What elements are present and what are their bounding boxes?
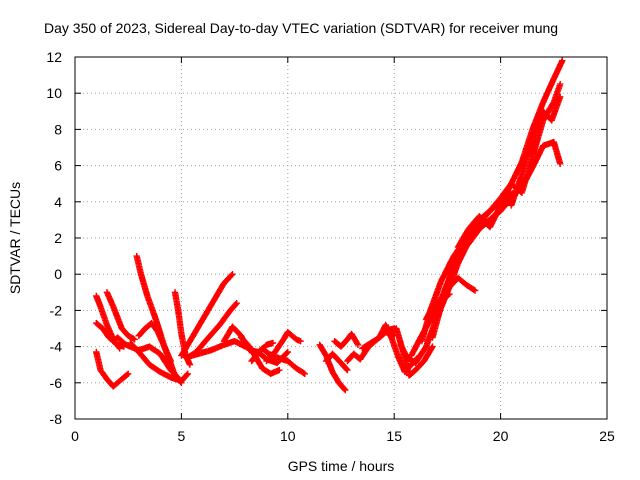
y-tick-label: 10 [46,85,62,101]
y-tick-label: 2 [54,230,62,246]
series-7-points [127,339,191,385]
y-tick-label: -6 [50,375,63,391]
x-tick-label: 25 [599,428,615,444]
series-31 [454,80,564,251]
x-axis-label: GPS time / hours [288,458,395,474]
y-tick-label: -4 [50,339,63,355]
data-marks [93,57,566,394]
series-32 [508,93,564,209]
y-tick-label: 12 [46,49,62,65]
series-30-points [433,57,566,314]
series-32-points [508,93,564,209]
y-tick-label: 0 [54,266,62,282]
y-tick-label: 8 [54,121,62,137]
series-12-points [182,338,249,361]
series-17 [248,339,277,365]
x-tick-label: 20 [493,428,509,444]
series-20-points [331,330,362,350]
series-10-points [178,271,236,359]
x-tick-label: 15 [386,428,402,444]
series-8 [135,319,174,365]
x-tick-label: 5 [178,428,186,444]
y-tick-label: 4 [54,194,62,210]
x-tick-label: 0 [71,428,79,444]
y-tick-label: 6 [54,158,62,174]
series-30 [433,57,566,314]
series-7 [127,339,191,385]
series-4-points [103,289,138,343]
chart-title: Day 350 of 2023, Sidereal Day-to-day VTE… [44,20,559,36]
series-16 [263,328,304,365]
series-16-points [263,328,304,365]
y-axis-label: SDTVAR / TECUs [7,182,23,294]
series-19 [322,350,351,374]
series-8-points [135,319,174,365]
series-12 [182,338,249,361]
x-tick-label: 10 [280,428,296,444]
series-10 [178,271,236,359]
series-1-points [93,348,132,390]
axis-ticks: 0 5 10 15 20 25 -8 -6 -4 -2 0 2 4 6 8 10 12 [46,49,615,444]
series-1 [93,348,132,390]
y-tick-label: -2 [50,302,63,318]
series-19-points [322,350,351,374]
series-4 [103,289,138,343]
series-31-points [454,80,564,251]
series-17-points [248,339,277,365]
series-20 [331,330,362,350]
y-tick-label: -8 [50,411,63,427]
